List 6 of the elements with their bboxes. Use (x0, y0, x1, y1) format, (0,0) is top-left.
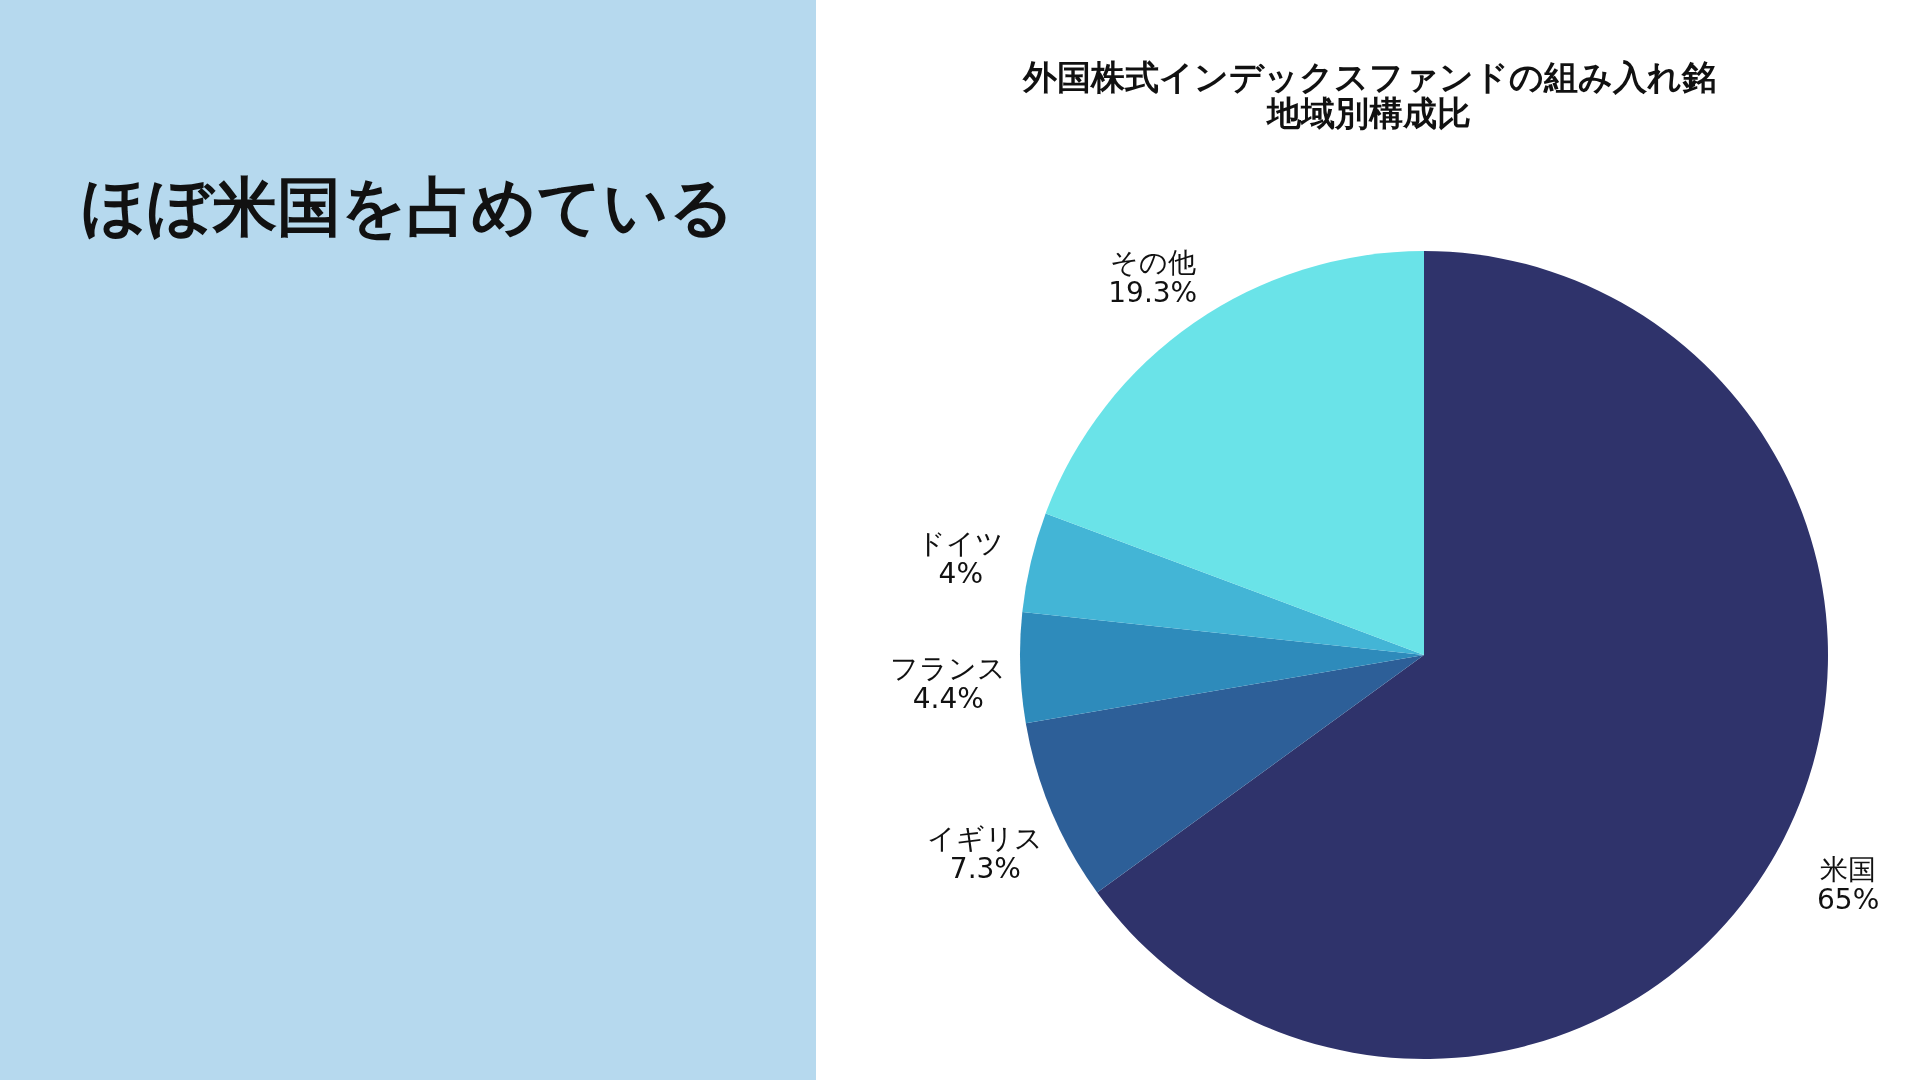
text: ほぼ米国を占めている (81, 170, 735, 244)
slice-label: その他 (1109, 245, 1196, 279)
pie-slice (1022, 513, 1424, 655)
chart-title: 外国株式インデックスファンドの組み入れ銘地域別構成比 (1021, 57, 1716, 133)
pie-slice (1045, 251, 1424, 655)
pie-slice (1020, 611, 1424, 724)
